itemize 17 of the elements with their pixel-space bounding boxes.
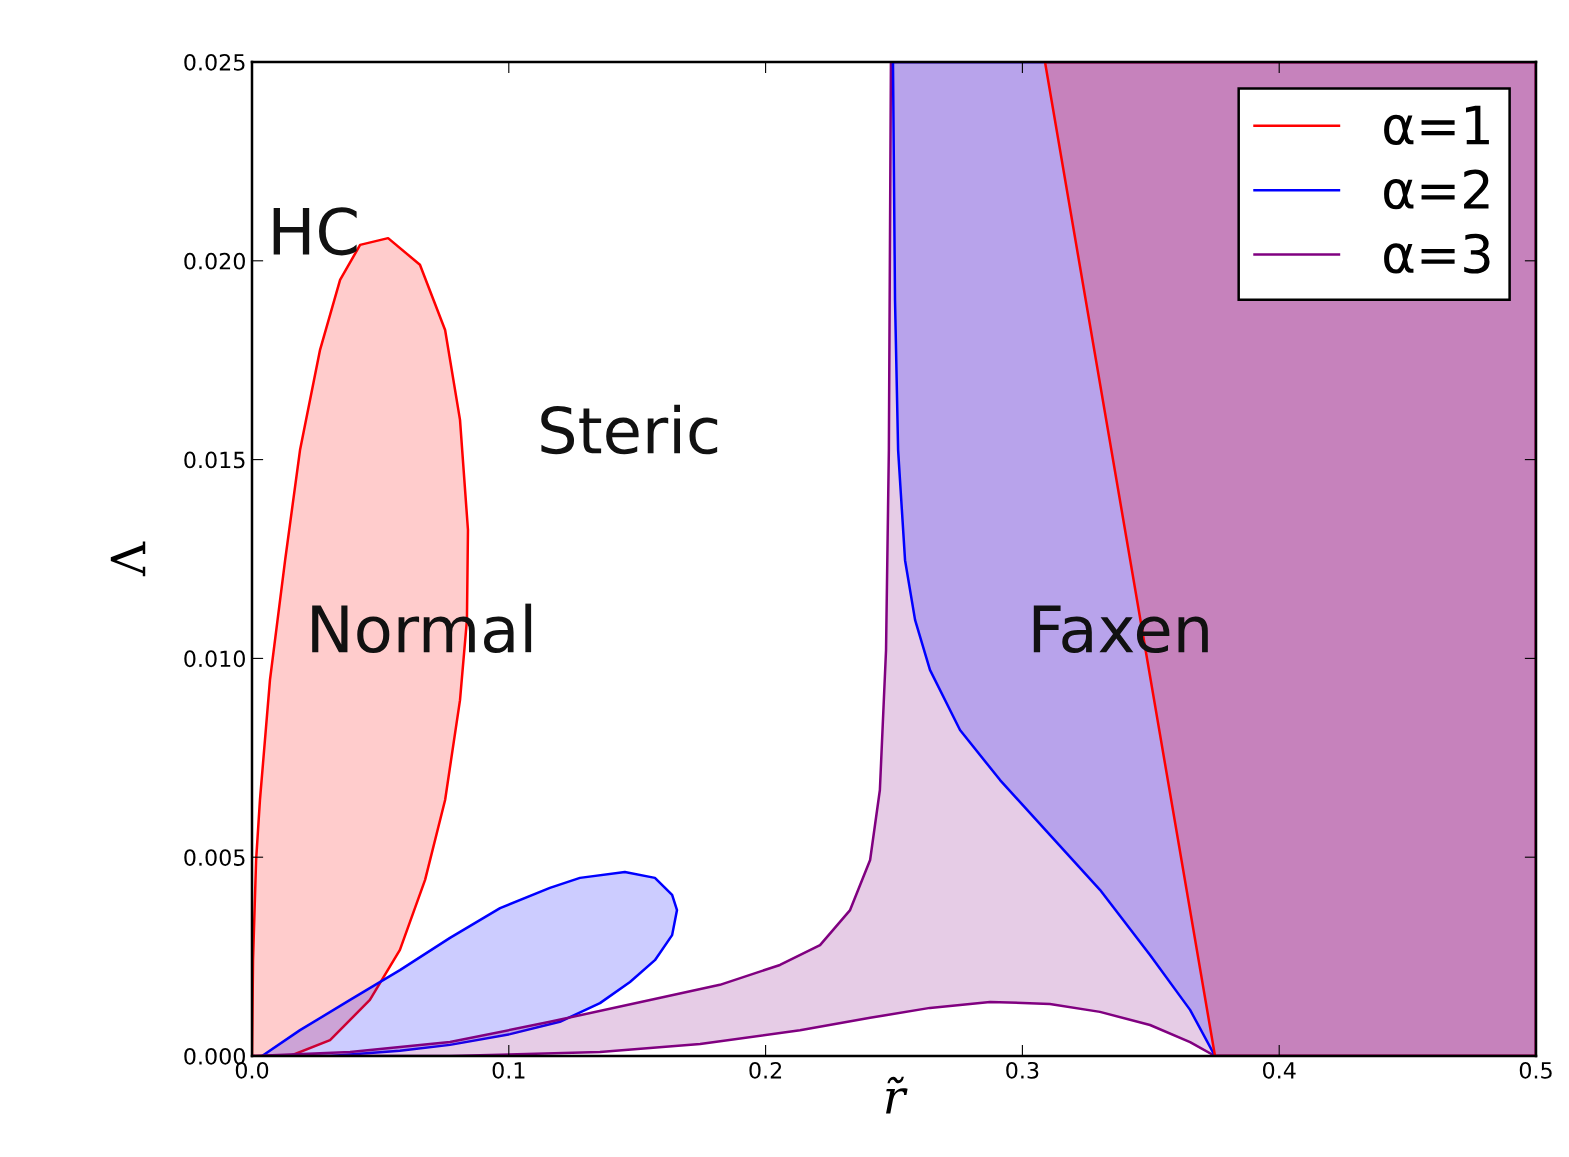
annotation: HC: [273, 207, 357, 256]
legend-label: α=2: [1384, 169, 1489, 210]
y-axis-title: Λ: [110, 541, 146, 577]
legend-label: α=1: [1384, 105, 1489, 145]
y-tick-label: 0.010: [184, 650, 245, 668]
annotation: Steric: [541, 404, 718, 455]
legend-label: α=3: [1384, 233, 1490, 274]
x-tick-label: 0.2: [749, 1061, 782, 1079]
x-tick-label: 0.1: [492, 1061, 525, 1079]
y-tick-label: 0.015: [184, 451, 245, 469]
x-tick-label: 0.5: [1519, 1061, 1552, 1079]
x-tick-label: 0.3: [1006, 1061, 1039, 1079]
y-tick-label: 0.025: [184, 53, 245, 71]
y-tick-label: 0.005: [184, 849, 245, 866]
x-axis-title: r̃: [886, 1076, 908, 1114]
y-tick-label: 0.020: [184, 252, 245, 270]
x-tick-label: 0.4: [1263, 1061, 1296, 1079]
